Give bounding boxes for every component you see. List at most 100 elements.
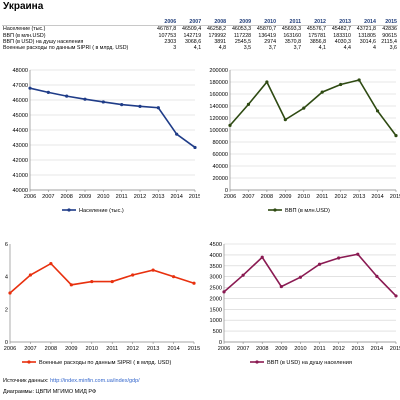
table-row: ВВП (в млн.USD) 107753 142719 179992 117228 1… — [2, 33, 398, 39]
x-tick-label: 2015 — [188, 346, 200, 352]
y-tick-label: 0 — [5, 340, 8, 346]
table-year-header: 2009 — [227, 19, 253, 27]
y-tick-label: 20000 — [212, 176, 228, 182]
series-line — [29, 87, 196, 149]
y-tick-label: 40000 — [12, 188, 28, 194]
y-tick-label: 44000 — [12, 128, 28, 134]
data-point — [65, 94, 69, 98]
table-cell: 3891 — [214, 38, 227, 45]
y-tick-label: 1500 — [210, 307, 222, 313]
diagrams-credit: Диаграммы: ЦВПИ МГИМО МИД РФ — [3, 389, 97, 395]
y-tick-label: 4000 — [210, 253, 222, 259]
y-tick-label: 80000 — [212, 140, 228, 146]
data-point — [101, 100, 105, 104]
y-tick-label: 3000 — [210, 275, 222, 281]
y-tick-label: 500 — [213, 329, 222, 335]
data-point — [69, 283, 73, 287]
y-tick-label: 2 — [5, 307, 8, 313]
table-row-label: Военные расходы по данным SIPRI ( в млрд… — [3, 45, 129, 52]
data-point — [283, 118, 287, 122]
x-tick-label: 2006 — [224, 194, 236, 200]
table-cell: 4 — [373, 45, 376, 52]
source-label: Источник данных: — [3, 378, 51, 384]
legend-marker — [27, 360, 31, 364]
x-tick-label: 2013 — [352, 346, 364, 352]
table-year-header: 2013 — [327, 19, 352, 27]
series-line — [229, 79, 397, 137]
x-tick-label: 2012 — [126, 346, 138, 352]
table-cell: 42836 — [382, 26, 397, 33]
data-point — [46, 90, 50, 94]
table-cell: 107753 — [158, 32, 177, 39]
table-year-header: 2010 — [252, 19, 278, 27]
data-point — [241, 273, 245, 277]
x-tick-label: 2011 — [116, 194, 128, 200]
y-tick-label: 100000 — [209, 128, 228, 134]
data-point — [394, 134, 398, 138]
data-point — [193, 145, 197, 150]
legend-label: ВВП (в млн.USD) — [285, 208, 330, 214]
table-cell: 43721,8 — [356, 26, 376, 33]
table-cell: 45870,7 — [256, 26, 277, 33]
table-year-header: 2008 — [202, 19, 228, 27]
data-point — [298, 275, 303, 279]
x-tick-label: 2014 — [170, 194, 182, 200]
data-table: 2006 2007 2008 2009 2010 2011 2012 2013 2014 2015… — [2, 19, 398, 51]
x-tick-label: 2009 — [79, 194, 91, 200]
table-year-header: 2014 — [351, 19, 377, 27]
table-cell: 163160 — [283, 32, 302, 39]
y-tick-label: 0 — [219, 340, 222, 346]
x-tick-label: 2009 — [65, 346, 77, 352]
table-cell: 2545,5 — [234, 38, 252, 45]
x-tick-label: 2010 — [298, 194, 310, 200]
data-point — [339, 82, 343, 87]
y-tick-label: 120000 — [209, 116, 228, 122]
page-title: Украина — [3, 1, 44, 12]
source-link[interactable]: http://index.minfin.com.ua/index/gdp/ — [50, 378, 140, 384]
table-header-row: 2006 2007 2008 2009 2010 2011 2012 2013 2014 2015 — [2, 19, 398, 27]
x-tick-label: 2010 — [294, 346, 306, 352]
table-cell: 3,7 — [293, 45, 302, 52]
table-cell: 90615 — [382, 32, 397, 39]
y-tick-label: 2500 — [210, 286, 222, 292]
military-spending-chart: 0 2 4 6 2006 2007 2008 2009 2010 2011 2012 2013 2014… — [4, 242, 200, 366]
table-cell: 3068,6 — [184, 38, 202, 45]
x-tick-label: 2011 — [106, 346, 118, 352]
data-point — [337, 256, 341, 260]
table-cell: 4,8 — [218, 45, 227, 52]
table-cell: 46509,4 — [182, 26, 202, 33]
legend-marker — [273, 208, 277, 212]
data-point — [222, 290, 226, 294]
x-tick-label: 2006 — [24, 194, 36, 200]
y-tick-label: 60000 — [212, 152, 228, 158]
table-cell: 46787,8 — [157, 26, 177, 33]
data-point — [131, 273, 135, 277]
table-cell: 45482,7 — [331, 26, 351, 33]
x-tick-label: 2014 — [167, 346, 179, 352]
y-tick-label: 42000 — [12, 158, 28, 164]
data-point — [394, 294, 398, 298]
y-tick-label: 160000 — [209, 92, 228, 98]
table-cell: 183310 — [333, 32, 351, 39]
table-year-header: 2012 — [302, 19, 328, 27]
table-row: Население (тыс.) 46787,8 46509,4 46258,2 460… — [2, 26, 398, 33]
x-tick-label: 2006 — [218, 346, 230, 352]
data-point — [375, 274, 379, 278]
table-cell: 3 — [173, 45, 177, 52]
table-cell: 4,1 — [193, 45, 202, 52]
y-tick-label: 40000 — [212, 164, 228, 170]
data-point — [260, 255, 264, 259]
y-tick-label: 45000 — [12, 113, 28, 119]
table-cell: 4030,3 — [334, 38, 351, 45]
table-cell: 2115,4 — [381, 38, 397, 45]
y-tick-label: 4 — [5, 275, 8, 281]
x-tick-label: 2012 — [332, 346, 344, 352]
x-tick-label: 2009 — [275, 346, 287, 352]
y-tick-label: 48000 — [12, 68, 28, 74]
table-year-header: 2007 — [177, 19, 203, 27]
x-tick-label: 2008 — [45, 346, 57, 352]
y-tick-label: 2000 — [210, 296, 222, 302]
y-tick-label: 180000 — [209, 80, 228, 86]
x-tick-label: 2007 — [242, 194, 254, 200]
y-tick-label: 4500 — [210, 242, 222, 248]
